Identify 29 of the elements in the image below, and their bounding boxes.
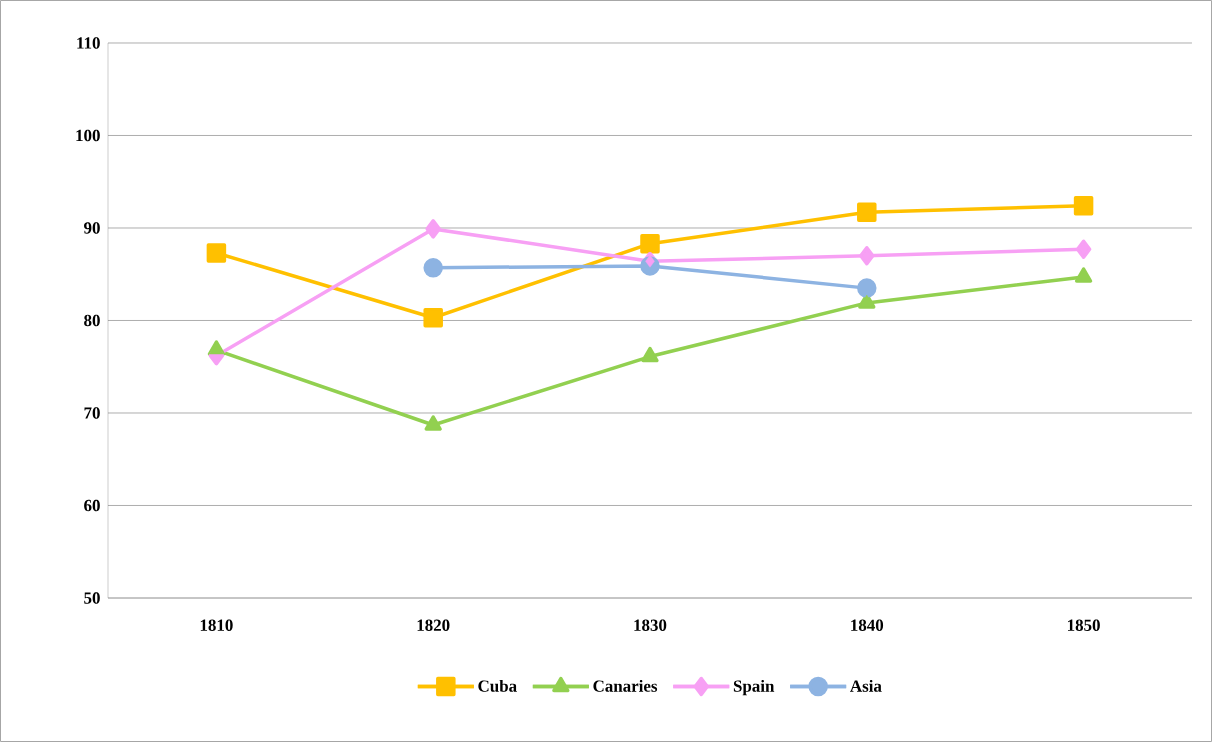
point [857,278,877,298]
point [423,307,443,328]
point [425,219,441,239]
point [1074,267,1093,283]
point [206,243,227,263]
legend-label: Asia [850,679,882,692]
point [423,258,443,278]
x-tick-label: 1820 [417,619,450,631]
y-tick-label: 50 [84,592,100,604]
y-tick-label: 80 [84,314,100,327]
x-tick-label: 1850 [1068,619,1100,631]
y-tick-label: 100 [76,129,100,142]
point [1075,239,1092,260]
legend-label: Cuba [478,679,517,692]
point [857,202,877,223]
y-tick-label: 110 [77,37,100,49]
point [640,233,660,254]
y-tick-label: 60 [84,499,100,512]
point [424,415,442,431]
point [859,246,875,266]
x-tick-label: 1810 [200,619,233,631]
legend-label: Spain [733,679,775,696]
x-tick-label: 1840 [851,619,884,631]
y-tick-label: 70 [84,407,100,419]
legend-label: Canaries [593,679,658,692]
point [1073,196,1094,216]
point [641,346,659,363]
y-tick-label: 90 [84,222,100,234]
x-tick-label: 1830 [634,619,667,631]
